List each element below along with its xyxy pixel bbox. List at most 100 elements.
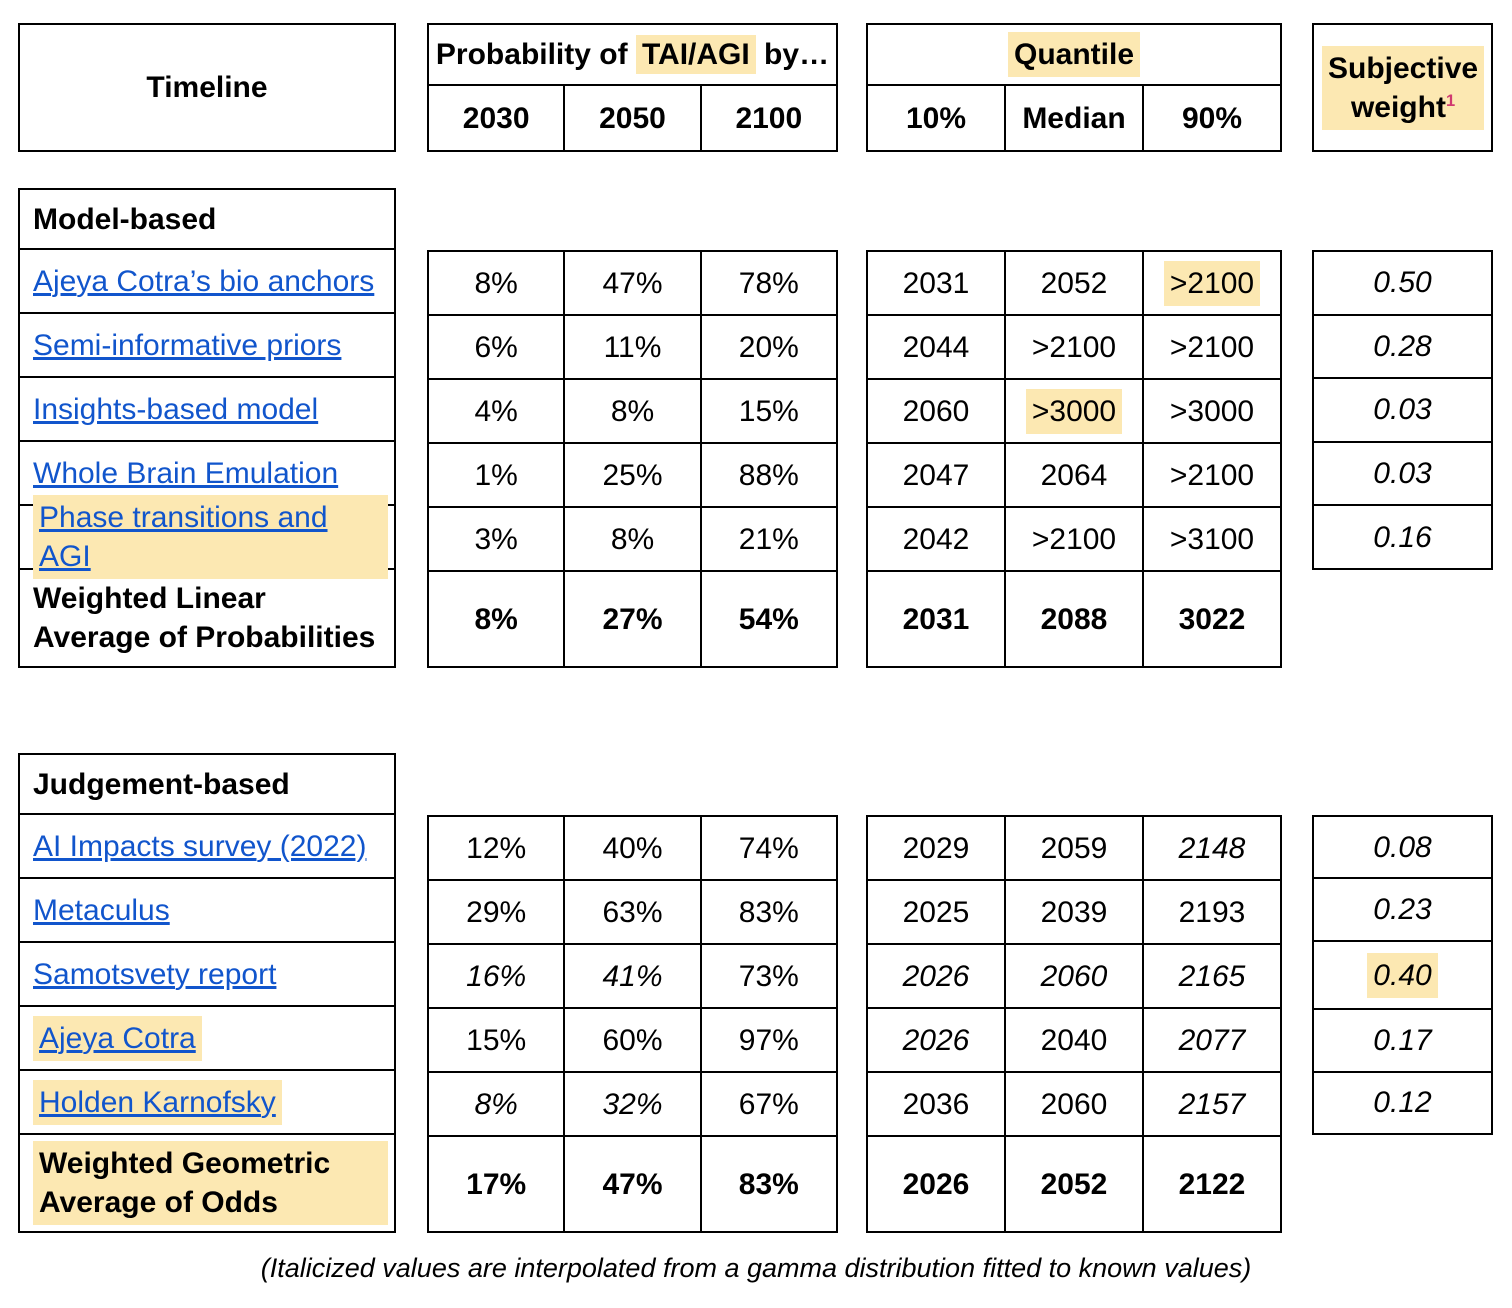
value: 0.40: [1367, 952, 1438, 998]
prob-cell: 78%: [701, 252, 836, 316]
table-row: 2025 2039 2193: [868, 881, 1280, 945]
value: 2060: [902, 394, 970, 428]
value: >3000: [1025, 388, 1123, 434]
value: 32%: [602, 1087, 663, 1121]
judgement-quantile-table: 2029 2059 2148 2025 2039 2193 2026 2060 …: [866, 815, 1282, 1233]
timeline-label: Timeline: [146, 71, 268, 104]
value: 2060: [1040, 959, 1108, 993]
quantile-cell: >3000: [1144, 380, 1280, 444]
value: 16%: [466, 959, 527, 993]
judgement-summary-label-cell: Weighted Geometric Average of Odds: [20, 1135, 394, 1231]
prob-cell: 8%: [565, 380, 702, 444]
quantile-cell: 2026: [868, 1009, 1006, 1073]
value: 8%: [474, 602, 518, 636]
value: 8%: [474, 1087, 518, 1121]
value: 0.28: [1373, 329, 1432, 363]
row-label-cell: Semi-informative priors: [20, 314, 394, 378]
weight-cell: 0.40: [1314, 942, 1491, 1011]
link-metaculus[interactable]: Metaculus: [33, 893, 170, 927]
quantile-cell: 2059: [1006, 817, 1144, 881]
value: 25%: [602, 458, 663, 492]
probability-header-table: Probability of TAI/AGI by… 2030 2050 210…: [427, 23, 838, 152]
link-insights-based-model[interactable]: Insights-based model: [33, 392, 319, 426]
value: 6%: [474, 330, 518, 364]
table-row: 8% 32% 67%: [429, 1073, 836, 1137]
table-row: 29% 63% 83%: [429, 881, 836, 945]
value: 2157: [1178, 1087, 1246, 1121]
quantile-header-90: 90%: [1144, 86, 1280, 150]
quantile-cell: 2157: [1144, 1073, 1280, 1137]
model-summary-label-cell: Weighted Linear Average of Probabilities: [20, 570, 394, 666]
quantile-summary-cell: 2088: [1006, 572, 1144, 666]
value: 2059: [1040, 831, 1108, 865]
prob-summary-cell: 54%: [702, 572, 836, 666]
table-row: 17% 47% 83%: [429, 1137, 836, 1231]
prob-cell: 1%: [429, 444, 566, 508]
weight-cell: 0.03: [1314, 379, 1491, 443]
prob-cell: 67%: [701, 1073, 836, 1137]
summary-label-text: Weighted Linear Average of Probabilities: [33, 582, 376, 654]
prob-cell: 20%: [701, 316, 836, 380]
table-row: 2031 2088 3022: [868, 572, 1280, 666]
link-whole-brain-emulation[interactable]: Whole Brain Emulation: [33, 456, 339, 490]
quantile-title-cell: Quantile: [868, 25, 1280, 86]
link-phase-transitions-and-agi[interactable]: Phase transitions and AGI: [39, 501, 328, 573]
prob-cell: 73%: [701, 945, 836, 1009]
table-row: 2026 2052 2122: [868, 1137, 1280, 1231]
value: >3100: [1169, 522, 1255, 556]
table-row: 8% 47% 78%: [429, 252, 836, 316]
value: 2042: [902, 522, 970, 556]
quantile-label: Median: [1022, 101, 1126, 135]
value: 15%: [466, 1023, 527, 1057]
weight-cell: 0.12: [1314, 1073, 1491, 1133]
value: 2047: [902, 458, 970, 492]
value: 2052: [1040, 266, 1108, 300]
value: 2088: [1040, 602, 1108, 636]
quantile-cell: 2077: [1144, 1009, 1280, 1073]
prob-cell: 88%: [701, 444, 836, 508]
value: 41%: [602, 959, 663, 993]
footnote-text: (Italicized values are interpolated from…: [260, 1253, 1252, 1283]
table-row: Weighted Linear Average of Probabilities: [20, 570, 394, 666]
probability-title-cell: Probability of TAI/AGI by…: [429, 25, 836, 86]
prob-cell: 21%: [701, 508, 836, 572]
link-holden-karnofsky[interactable]: Holden Karnofsky: [39, 1085, 276, 1119]
table-row: 15% 60% 97%: [429, 1009, 836, 1073]
value: 0.16: [1373, 520, 1432, 554]
row-label-cell: Ajeya Cotra: [20, 1007, 394, 1071]
year-header-2050: 2050: [565, 86, 702, 150]
subjective-weight-header-box: Subjective weight1: [1312, 23, 1493, 152]
year-label: 2030: [462, 101, 530, 135]
prob-summary-cell: 47%: [565, 1137, 702, 1231]
prob-cell: 6%: [429, 316, 566, 380]
row-label-cell: AI Impacts survey (2022): [20, 815, 394, 879]
link-ajeya-cotra-bio-anchors[interactable]: Ajeya Cotra’s bio anchors: [33, 264, 375, 298]
table-row: 12% 40% 74%: [429, 817, 836, 881]
link-semi-informative-priors[interactable]: Semi-informative priors: [33, 328, 342, 362]
table-row: 2030 2050 2100: [429, 86, 836, 150]
value: 2025: [902, 895, 970, 929]
quantile-summary-cell: 2031: [868, 572, 1006, 666]
value: 0.23: [1373, 893, 1432, 927]
link-ajeya-cotra[interactable]: Ajeya Cotra: [39, 1021, 196, 1055]
value: 2026: [902, 959, 970, 993]
prob-summary-cell: 27%: [565, 572, 702, 666]
value: 40%: [602, 831, 663, 865]
row-label-cell: Holden Karnofsky: [20, 1071, 394, 1135]
link-ai-impacts-survey-2022[interactable]: AI Impacts survey (2022): [33, 829, 367, 863]
table-row: 8% 27% 54%: [429, 572, 836, 666]
table-row: 0.12: [1314, 1073, 1491, 1133]
prob-cell: 11%: [565, 316, 702, 380]
quantile-label: 90%: [1181, 101, 1243, 135]
table-row: Model-based: [20, 190, 394, 250]
value: 83%: [738, 895, 799, 929]
model-based-section-title: Model-based: [20, 190, 394, 250]
link-samotsvety-report[interactable]: Samotsvety report: [33, 957, 277, 991]
value: 0.17: [1373, 1023, 1432, 1057]
year-label: 2050: [599, 101, 666, 135]
year-header-2100: 2100: [702, 86, 836, 150]
value: 8%: [474, 266, 518, 300]
table-row: 2036 2060 2157: [868, 1073, 1280, 1137]
table-row: 6% 11% 20%: [429, 316, 836, 380]
model-quantile-table: 2031 2052 >2100 2044 >2100 >2100 2060 >3…: [866, 250, 1282, 668]
